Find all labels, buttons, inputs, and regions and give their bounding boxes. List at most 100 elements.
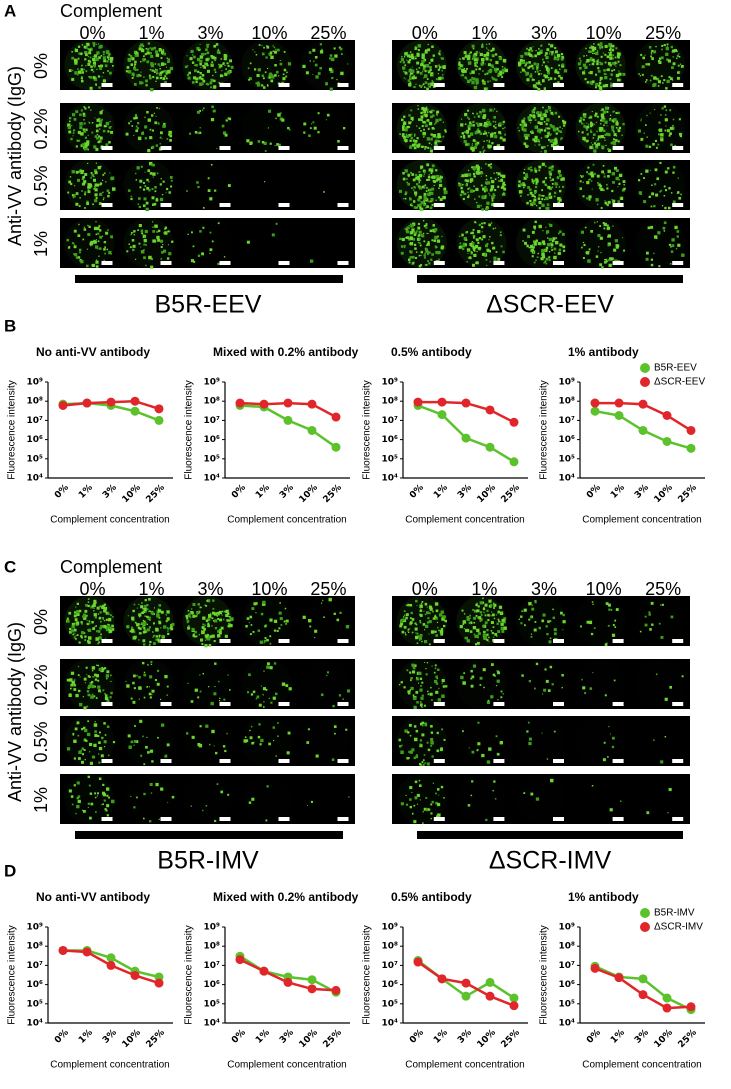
speck (560, 611, 563, 615)
speck (157, 669, 160, 672)
x-axis-label: Complement concentration (50, 1060, 170, 1071)
speck (588, 620, 593, 625)
speck (614, 61, 617, 64)
speck (521, 674, 524, 677)
speck (97, 140, 101, 143)
speck (597, 43, 600, 46)
speck (419, 72, 423, 75)
speck (418, 682, 420, 684)
speck (411, 230, 415, 234)
speck (87, 598, 89, 600)
speck (408, 723, 412, 727)
scale-bar (101, 203, 113, 207)
speck (144, 236, 146, 238)
speck (151, 196, 155, 200)
speck (620, 800, 622, 802)
speck (502, 127, 504, 130)
speck (194, 630, 197, 634)
speck (549, 109, 552, 112)
speck (144, 58, 146, 60)
speck (133, 687, 136, 690)
speck (458, 67, 461, 70)
speck (672, 49, 676, 53)
speck (93, 610, 95, 612)
speck (145, 79, 148, 83)
speck (418, 779, 421, 782)
speck (436, 246, 438, 248)
speck (405, 613, 409, 617)
speck (100, 668, 104, 673)
speck (166, 610, 170, 614)
speck (535, 797, 540, 801)
speck (460, 675, 464, 680)
speck (602, 189, 605, 192)
speck (89, 61, 92, 63)
speck (418, 181, 420, 183)
speck (460, 135, 463, 138)
x-tick-label: 0% (585, 1028, 603, 1046)
speck (408, 750, 411, 754)
speck (108, 192, 111, 194)
speck (213, 692, 217, 696)
chart-title: 1% antibody (568, 345, 639, 359)
speck (478, 67, 481, 71)
speck (558, 198, 562, 202)
speck (601, 145, 605, 149)
speck (338, 694, 342, 697)
speck (68, 611, 72, 615)
speck (421, 125, 424, 128)
scale-bar (160, 817, 172, 821)
speck (461, 68, 465, 73)
speck (465, 53, 467, 56)
speck (209, 252, 211, 254)
column-label: 3% (531, 579, 557, 599)
speck (521, 123, 525, 126)
speck (473, 116, 476, 118)
speck (437, 250, 441, 255)
speck (427, 43, 429, 46)
speck (417, 198, 421, 202)
speck (484, 194, 487, 197)
speck (672, 200, 676, 204)
speck (261, 52, 265, 56)
speck (424, 662, 426, 663)
speck (430, 198, 434, 202)
speck (146, 686, 149, 688)
speck (473, 253, 477, 257)
speck (502, 174, 506, 178)
speck (147, 149, 151, 153)
speck (402, 127, 406, 131)
speck (667, 812, 669, 814)
speck (145, 83, 147, 86)
speck (525, 173, 528, 176)
speck (94, 240, 97, 244)
speck (613, 679, 616, 682)
speck (550, 778, 554, 783)
data-point (662, 410, 672, 420)
speck (153, 622, 155, 625)
panel-letter: A (4, 1, 16, 20)
speck (672, 165, 676, 169)
speck (590, 174, 595, 178)
speck (473, 237, 475, 239)
speck (152, 203, 155, 206)
speck (426, 78, 429, 80)
speck (191, 231, 193, 234)
speck (84, 136, 87, 139)
speck (521, 128, 524, 131)
speck (603, 137, 606, 139)
speck (423, 171, 426, 174)
data-point (461, 398, 471, 408)
speck (413, 756, 416, 759)
speck (408, 126, 411, 128)
speck (588, 123, 590, 126)
speck (149, 128, 152, 131)
speck (408, 692, 411, 695)
speck (540, 51, 543, 54)
speck (545, 226, 547, 228)
speck (314, 63, 318, 67)
speck (158, 620, 161, 623)
speck (598, 187, 601, 190)
speck (100, 625, 104, 628)
speck (472, 234, 475, 237)
